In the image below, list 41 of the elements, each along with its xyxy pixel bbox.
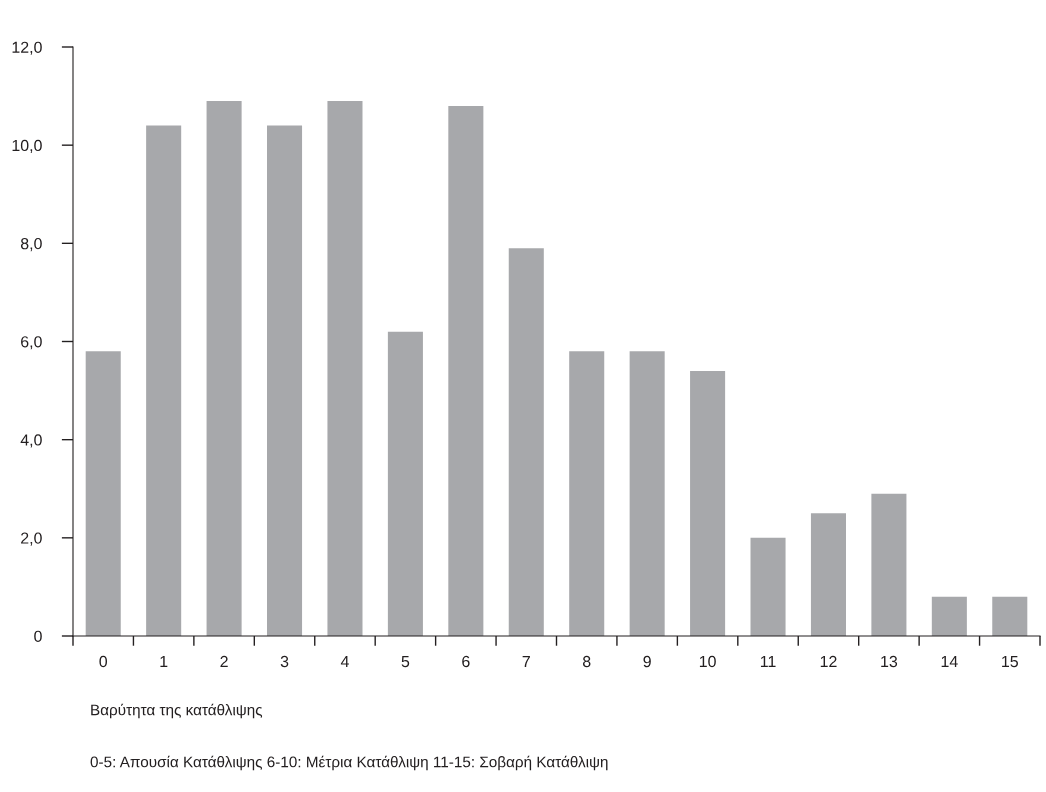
y-tick-label: 6,0: [21, 336, 42, 350]
bar: [750, 537, 786, 636]
y-tick-label: 4,0: [20, 434, 42, 448]
x-tick-label: 9: [643, 655, 651, 668]
x-tick-label: 14: [941, 656, 958, 668]
x-tick-label: 0: [99, 655, 108, 668]
bar: [810, 513, 846, 636]
x-tick-label: 15: [1002, 656, 1018, 668]
text: 0-5: Απουσία Κατάθλιψης 6-10: Μέτρια Κατάθλιψη 11-15: Σοβαρή Κατάθλιψη: [90, 755, 608, 771]
x-tick-label: 2: [220, 655, 228, 668]
bar: [85, 351, 121, 636]
y-tick-label: 10,0: [12, 139, 42, 153]
x-tick-label: 4: [340, 656, 349, 668]
bar: [629, 351, 665, 636]
x-tick-label: 1: [160, 656, 168, 668]
bar: [267, 125, 303, 636]
bar: [448, 105, 484, 636]
x-tick-label: 13: [881, 655, 898, 668]
x-tick-label: 10: [699, 655, 716, 668]
x-tick-label: 3: [280, 655, 289, 668]
bar: [206, 100, 242, 636]
y-tick-label: 0: [34, 630, 42, 642]
x-tick-label: 7: [522, 656, 530, 668]
x-axis-title: Βαρύτητα της κατάθλιψης: [91, 703, 263, 719]
bar: [992, 596, 1028, 636]
x-tick-label: 11: [760, 656, 776, 668]
x-tick-label: 6: [462, 655, 470, 668]
y-tick-label: 8,0: [20, 237, 42, 252]
bar: [569, 351, 605, 636]
x-tick-label: 8: [582, 655, 591, 668]
y-tick-label: 2,0: [21, 532, 42, 546]
bar: [690, 370, 726, 636]
bar: [146, 125, 182, 636]
y-tick-label: 12,0: [12, 41, 42, 55]
bar: [327, 100, 363, 636]
bar: [871, 493, 907, 636]
bar: [931, 596, 967, 636]
bar: [387, 331, 423, 636]
x-tick-label: 5: [401, 656, 410, 668]
x-tick-label: 12: [820, 655, 837, 668]
bar: [508, 248, 544, 636]
